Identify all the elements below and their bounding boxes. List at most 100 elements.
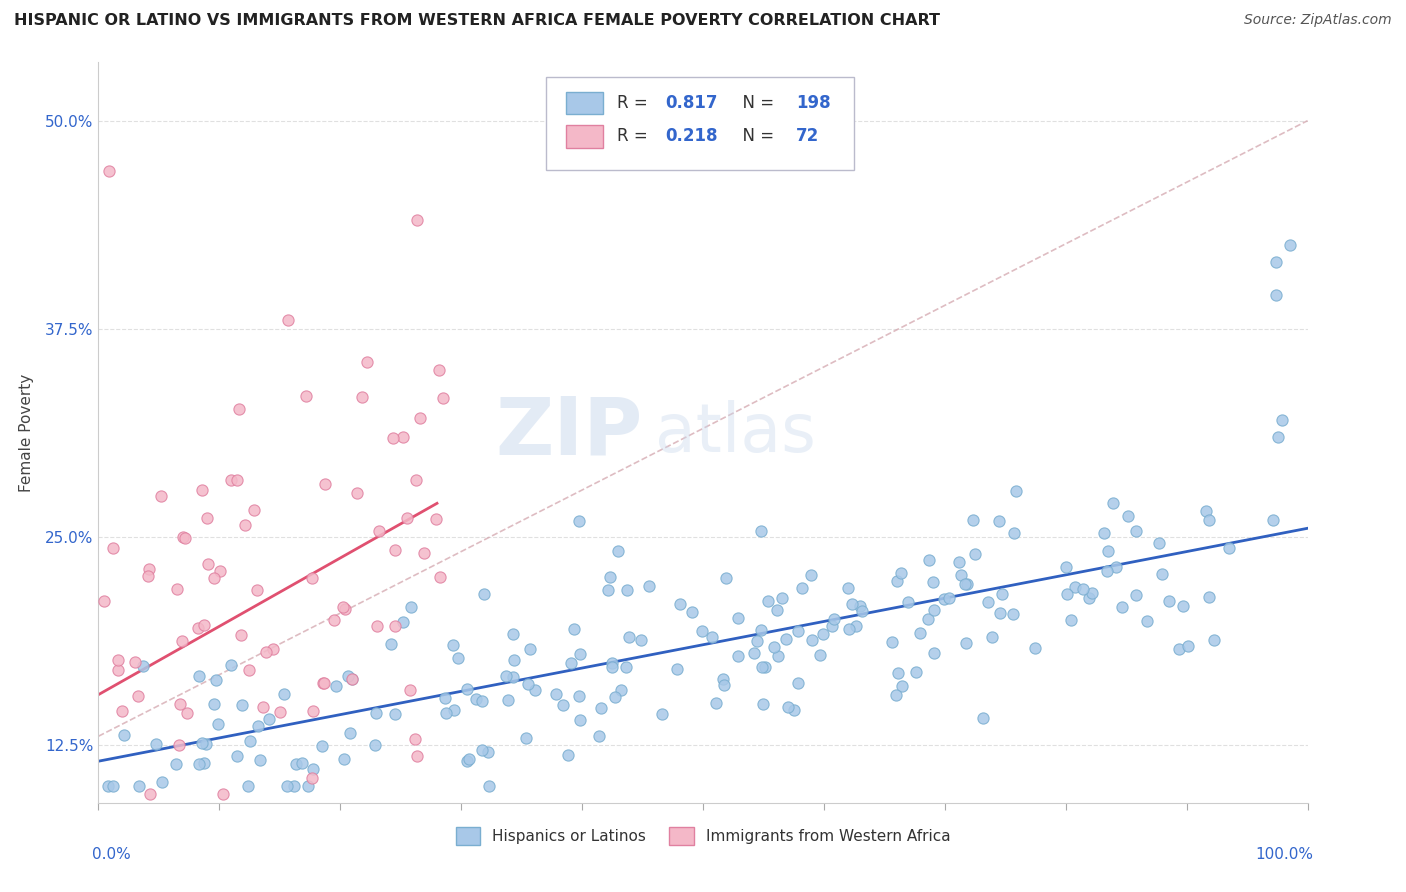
Point bbox=[312, 675, 335, 690]
Point bbox=[1171, 599, 1194, 613]
Point bbox=[434, 691, 457, 706]
Point bbox=[886, 688, 908, 702]
Point bbox=[297, 779, 319, 793]
Point bbox=[568, 648, 591, 662]
Point bbox=[517, 677, 540, 691]
Point bbox=[742, 646, 765, 660]
Point bbox=[301, 571, 323, 585]
Point bbox=[751, 660, 773, 674]
Point bbox=[254, 645, 277, 659]
Point bbox=[332, 599, 354, 614]
FancyBboxPatch shape bbox=[567, 92, 603, 114]
Point bbox=[1150, 566, 1173, 581]
Text: 0.0%: 0.0% bbox=[93, 847, 131, 863]
Point bbox=[101, 541, 124, 555]
Point bbox=[434, 706, 457, 720]
Point bbox=[886, 574, 908, 589]
Point bbox=[172, 530, 194, 544]
Point bbox=[425, 512, 447, 526]
Point bbox=[988, 606, 1011, 620]
Point bbox=[603, 690, 626, 704]
Point bbox=[921, 575, 943, 590]
Point bbox=[238, 663, 260, 677]
Point bbox=[600, 659, 623, 673]
Point bbox=[399, 600, 422, 615]
Point bbox=[346, 485, 368, 500]
Point bbox=[882, 634, 904, 648]
Point bbox=[950, 567, 973, 582]
Point bbox=[441, 638, 464, 652]
Text: 198: 198 bbox=[796, 95, 831, 112]
Point bbox=[132, 658, 155, 673]
Point bbox=[713, 677, 735, 691]
Point bbox=[496, 693, 519, 707]
Point bbox=[276, 779, 298, 793]
Point bbox=[107, 653, 129, 667]
Point bbox=[187, 757, 209, 772]
Point bbox=[727, 648, 749, 663]
Text: 0.218: 0.218 bbox=[665, 128, 718, 145]
Point bbox=[977, 595, 1000, 609]
Point bbox=[295, 389, 318, 403]
Point bbox=[551, 698, 574, 712]
Point bbox=[560, 656, 582, 670]
Point bbox=[176, 706, 198, 720]
Point bbox=[823, 612, 845, 626]
Point bbox=[456, 754, 478, 768]
Point bbox=[515, 731, 537, 745]
Point bbox=[821, 619, 844, 633]
Point bbox=[167, 738, 190, 752]
Point bbox=[301, 771, 323, 785]
Point bbox=[246, 582, 269, 597]
Point bbox=[1278, 238, 1301, 252]
Point bbox=[111, 704, 134, 718]
Point bbox=[325, 679, 347, 693]
Point bbox=[231, 628, 253, 642]
Point bbox=[311, 739, 333, 753]
Legend: Hispanics or Latinos, Immigrants from Western Africa: Hispanics or Latinos, Immigrants from We… bbox=[450, 821, 956, 851]
Point bbox=[127, 689, 149, 703]
Point bbox=[1105, 559, 1128, 574]
Point bbox=[1177, 639, 1199, 653]
Point bbox=[139, 788, 162, 802]
Point bbox=[756, 594, 779, 608]
Point bbox=[128, 779, 150, 793]
Text: 72: 72 bbox=[796, 128, 820, 145]
Point bbox=[392, 430, 415, 444]
Point bbox=[711, 672, 734, 686]
Point bbox=[568, 514, 591, 528]
FancyBboxPatch shape bbox=[546, 78, 855, 169]
Point bbox=[922, 603, 945, 617]
Point bbox=[231, 698, 253, 712]
Point bbox=[169, 697, 191, 711]
Point bbox=[427, 362, 450, 376]
Point bbox=[239, 734, 262, 748]
Point bbox=[226, 748, 249, 763]
Point bbox=[396, 511, 419, 525]
Point bbox=[472, 587, 495, 601]
Point bbox=[502, 626, 524, 640]
Point bbox=[172, 634, 194, 648]
Point bbox=[409, 411, 432, 425]
Point bbox=[801, 632, 824, 647]
Point bbox=[246, 719, 269, 733]
Point bbox=[1077, 591, 1099, 605]
Point bbox=[1071, 582, 1094, 597]
Point bbox=[704, 696, 727, 710]
Point bbox=[837, 581, 859, 595]
Point bbox=[228, 402, 250, 417]
Point bbox=[93, 594, 115, 608]
Point bbox=[562, 622, 585, 636]
Point bbox=[987, 514, 1010, 528]
Point bbox=[367, 524, 389, 538]
Point bbox=[908, 626, 931, 640]
Point bbox=[447, 651, 470, 665]
Point bbox=[259, 712, 281, 726]
Point bbox=[471, 743, 494, 757]
Point bbox=[471, 694, 494, 708]
Point bbox=[845, 619, 868, 633]
Point bbox=[638, 579, 661, 593]
Point bbox=[1198, 513, 1220, 527]
Point bbox=[1198, 591, 1220, 605]
Point bbox=[610, 683, 633, 698]
